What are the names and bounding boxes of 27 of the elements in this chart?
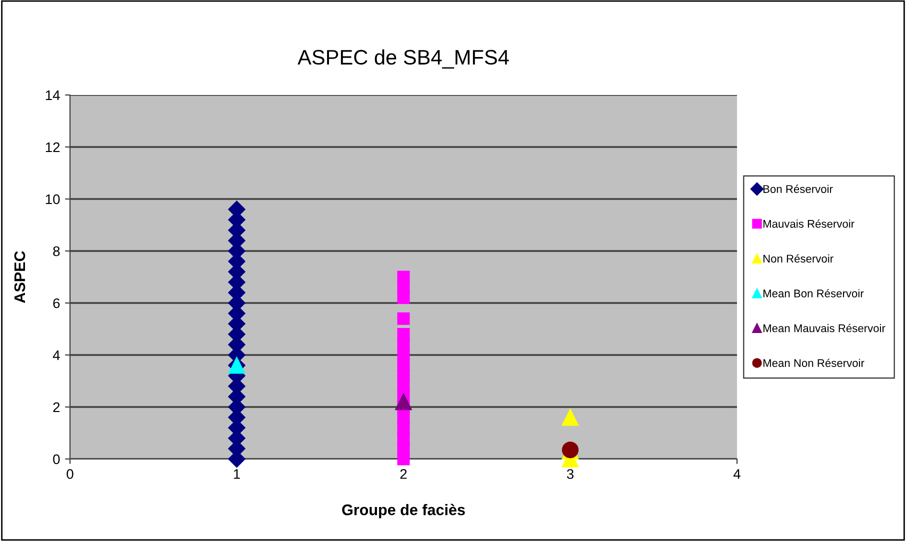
y-tick-label: 4 [52, 350, 60, 360]
y-tick-label: 2 [53, 402, 60, 412]
y-tick-label: 6 [53, 298, 60, 308]
legend-label: Mean Mauvais Réservoir [763, 324, 886, 332]
legend-label: Non Réservoir [763, 254, 834, 263]
legend-label: Mauvais Réservoir [763, 219, 854, 228]
legend-label: Mean Bon Réservoir [763, 289, 864, 298]
y-axis-title: ASPEC [14, 251, 26, 303]
x-tick-label: 2 [400, 469, 407, 479]
x-tick-label: 0 [66, 469, 74, 479]
chart-title: ASPEC de SB4_MFS4 [298, 49, 509, 69]
y-tick-label: 14 [46, 90, 60, 100]
point [395, 393, 412, 410]
legend-label: Bon Réservoir [763, 184, 833, 193]
x-tick-label: 4 [733, 469, 740, 479]
x-tick-label: 1 [234, 469, 240, 479]
legend-label: Mean Non Réservoir [763, 358, 864, 367]
point [397, 292, 410, 304]
x-tick-label: 3 [566, 469, 574, 479]
y-tick-label: 12 [46, 142, 60, 152]
point [397, 312, 410, 325]
point [562, 409, 579, 426]
y-tick-label: 0 [53, 454, 60, 464]
x-axis-title: Groupe de faciès [342, 504, 465, 518]
y-tick-label: 10 [46, 194, 60, 204]
point [397, 452, 410, 466]
y-tick-label: 8 [53, 246, 60, 256]
